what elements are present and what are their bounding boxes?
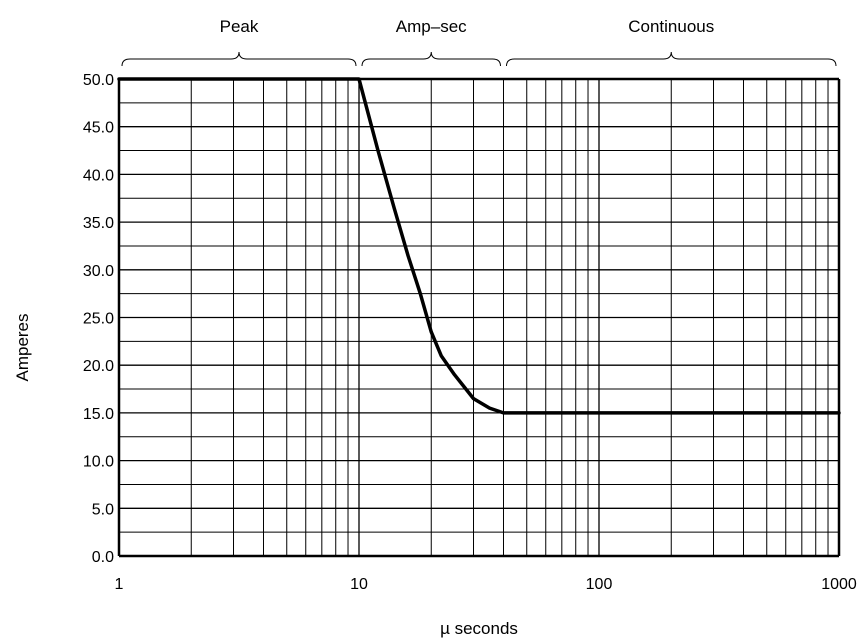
x-tick-label: 100 xyxy=(586,576,613,593)
x-tick-label: 10 xyxy=(350,576,368,593)
region-label: Amp–sec xyxy=(396,17,467,36)
y-tick-label: 45.0 xyxy=(83,120,114,137)
x-tick-label: 1 xyxy=(115,576,124,593)
y-tick-label: 10.0 xyxy=(83,454,114,471)
x-tick-label: 1000 xyxy=(821,576,857,593)
x-tick-labels: 1 10 100 1000 xyxy=(115,576,857,593)
x-axis-label: µ seconds xyxy=(440,619,518,638)
y-tick-label: 25.0 xyxy=(83,311,114,328)
y-tick-label: 30.0 xyxy=(83,263,114,280)
y-tick-label: 5.0 xyxy=(92,501,114,518)
region-bracket xyxy=(121,51,357,67)
region-bracket xyxy=(505,51,837,67)
y-tick-label: 35.0 xyxy=(83,215,114,232)
y-tick-label: 20.0 xyxy=(83,358,114,375)
region-label: Continuous xyxy=(628,17,714,36)
series-layer xyxy=(117,77,841,415)
region-label: Peak xyxy=(220,17,259,36)
y-tick-label: 0.0 xyxy=(92,549,114,566)
y-tick-labels: 0.0 5.0 10.0 15.0 20.0 25.0 30.0 35.0 40.0 45.0 50… xyxy=(83,72,114,566)
y-axis-label: Amperes xyxy=(13,313,32,381)
series-line xyxy=(117,77,841,415)
y-tick-label: 15.0 xyxy=(83,406,114,423)
y-tick-label: 40.0 xyxy=(83,167,114,184)
region-brackets: Peak Amp–sec Continuous xyxy=(121,17,837,67)
y-tick-label: 50.0 xyxy=(83,72,114,89)
region-bracket xyxy=(361,51,501,67)
